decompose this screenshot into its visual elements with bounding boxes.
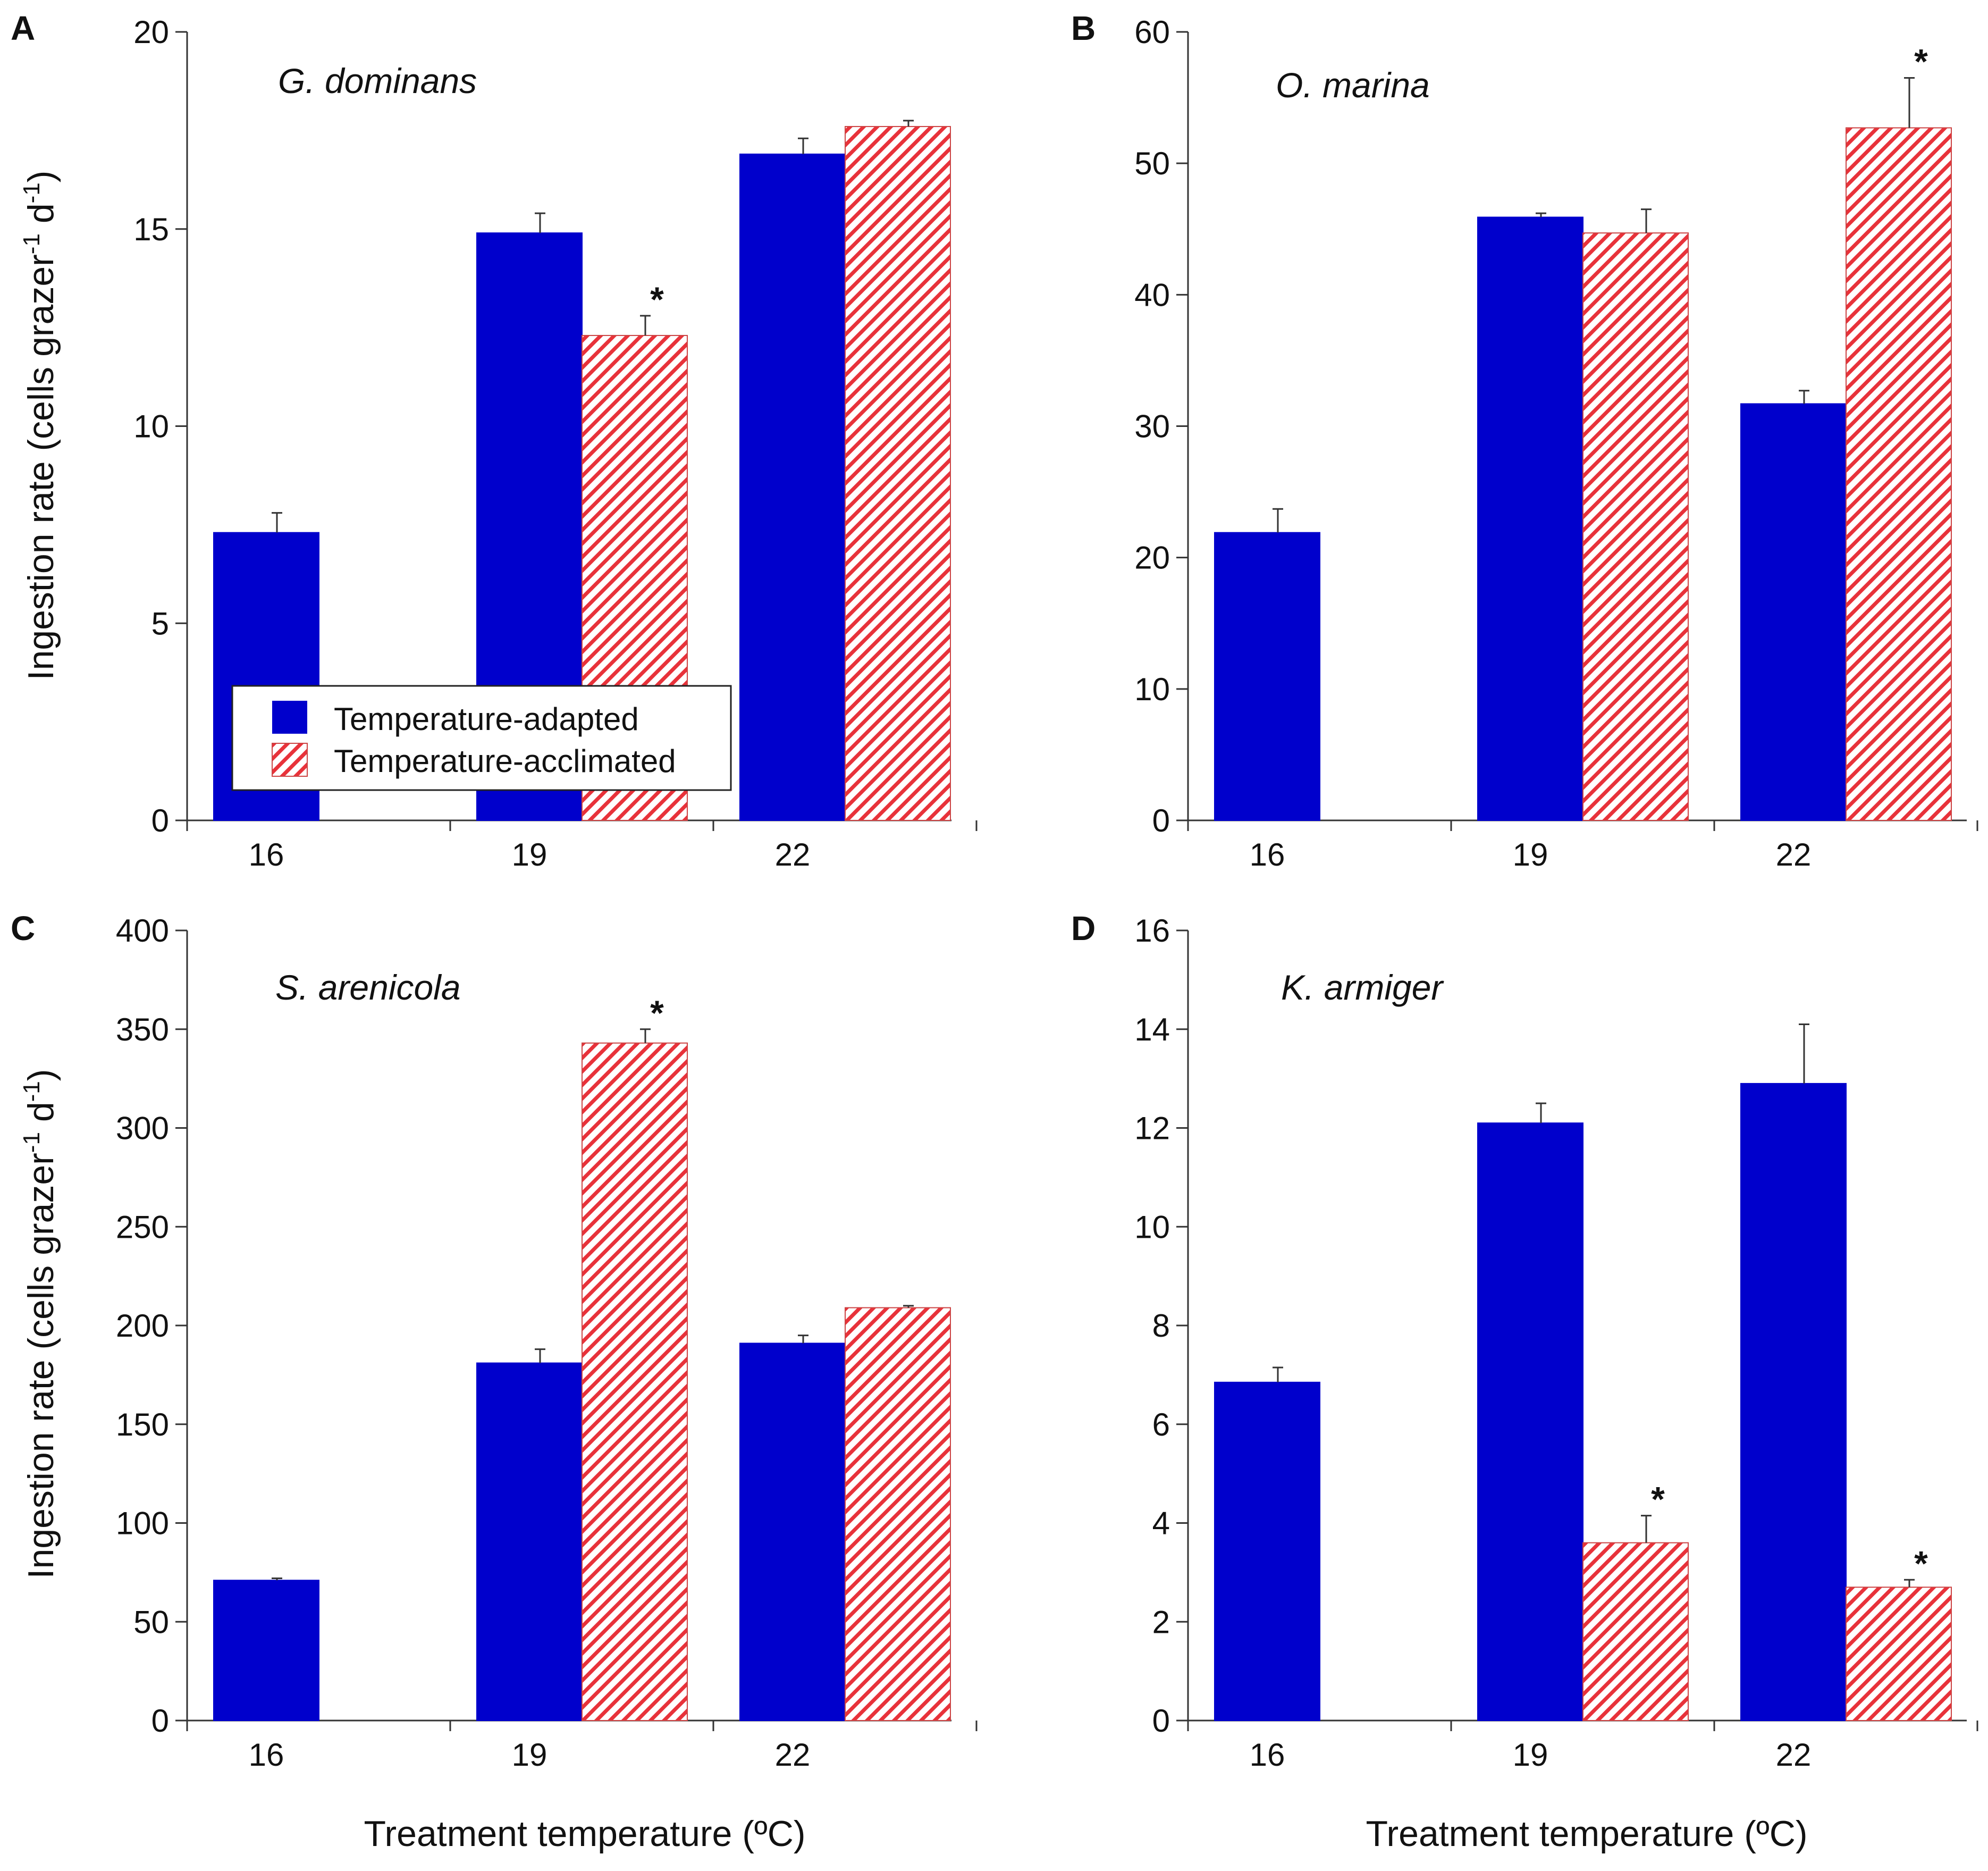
- y-axis-title-part: ): [21, 171, 61, 183]
- y-tick-label: 200: [116, 1308, 169, 1344]
- y-tick-label: 100: [116, 1506, 169, 1541]
- bar-adapted: [739, 153, 846, 821]
- bar-adapted: [1214, 532, 1320, 821]
- bar-adapted: [1477, 216, 1583, 821]
- bar-acclimated: [1846, 127, 1952, 821]
- x-tick-label: 22: [775, 1737, 811, 1773]
- x-tick-label: 16: [249, 837, 284, 872]
- x-axis-title-left: Treatment temperature (ºC): [364, 1814, 805, 1854]
- panel-c: C S. arenicola 0 50 100 150 200 250 300 350 400 16 1…: [11, 909, 978, 1773]
- y-tick-label: 15: [133, 212, 169, 247]
- legend-swatch-acclimated: [272, 743, 308, 777]
- bar-adapted: [1214, 1381, 1320, 1721]
- x-tick-label: 19: [1513, 837, 1548, 872]
- y-tick-label: 2: [1152, 1604, 1170, 1640]
- y-tick-label: 5: [151, 606, 169, 641]
- y-axis-title-part: -1: [19, 233, 45, 254]
- legend-label-acclimated: Temperature-acclimated: [334, 743, 676, 779]
- y-axis-title: Ingestion rate (cells grazer-1 d-1): [19, 1069, 61, 1579]
- panel-title: S. arenicola: [275, 968, 461, 1007]
- y-tick-label: 10: [1134, 1209, 1170, 1245]
- significance-marker: *: [650, 280, 664, 319]
- bar-acclimated: [845, 125, 951, 821]
- panel-title: K. armiger: [1281, 968, 1444, 1007]
- x-tick-label: 16: [1250, 837, 1285, 872]
- bar-adapted: [1740, 403, 1847, 821]
- x-tick-label: 22: [1776, 837, 1812, 872]
- y-tick-label: 60: [1134, 14, 1170, 50]
- x-tick-label: 22: [1776, 1737, 1812, 1773]
- panel-a: A G. dominans 0 5 10 15 20 16 19 22 * Ingestion rat…: [11, 9, 978, 872]
- y-tick-label: 6: [1152, 1407, 1170, 1442]
- x-tick-label: 19: [1513, 1737, 1548, 1773]
- y-tick-label: 50: [1134, 146, 1170, 181]
- panel-b: B O. marina 0 10 20 30 40 50 60 16 19 22 *: [1071, 9, 1978, 872]
- legend: Temperature-adapted Temperature-acclimate…: [231, 685, 732, 791]
- significance-marker: *: [1651, 1480, 1665, 1519]
- y-tick-label: 150: [116, 1407, 169, 1442]
- y-tick-label: 8: [1152, 1308, 1170, 1344]
- legend-label-adapted: Temperature-adapted: [334, 701, 639, 737]
- y-tick-label: 30: [1134, 409, 1170, 444]
- panel-letter: A: [11, 9, 35, 47]
- y-tick-label: 10: [1134, 672, 1170, 707]
- y-tick-label: 0: [1152, 803, 1170, 838]
- y-tick-label: 4: [1152, 1506, 1170, 1541]
- bar-adapted: [476, 1362, 583, 1721]
- significance-marker: *: [650, 993, 664, 1033]
- y-tick-label: 0: [1152, 1703, 1170, 1739]
- y-tick-label: 10: [133, 409, 169, 444]
- x-tick-label: 16: [1250, 1737, 1285, 1773]
- y-axis-title-part: -1: [19, 1081, 45, 1102]
- bar-acclimated: [1846, 1587, 1952, 1722]
- bar-acclimated: [1582, 1542, 1689, 1721]
- y-tick-label: 250: [116, 1209, 169, 1245]
- y-tick-label: 300: [116, 1111, 169, 1146]
- y-tick-label: 12: [1134, 1111, 1170, 1146]
- legend-box: [231, 685, 732, 791]
- bar-adapted: [1477, 1122, 1583, 1721]
- panel-letter: B: [1071, 9, 1096, 47]
- y-axis-title-part: ): [21, 1069, 61, 1081]
- significance-marker: *: [1914, 1543, 1928, 1583]
- y-tick-label: 400: [116, 913, 169, 949]
- y-tick-label: 16: [1134, 913, 1170, 949]
- x-tick-label: 16: [249, 1737, 284, 1773]
- bar-adapted: [213, 1580, 319, 1722]
- y-tick-label: 40: [1134, 277, 1170, 313]
- bar-acclimated: [845, 1307, 951, 1721]
- y-tick-label: 350: [116, 1012, 169, 1047]
- bar-adapted: [739, 1343, 846, 1722]
- panel-letter: D: [1071, 909, 1096, 947]
- bar-adapted: [1740, 1083, 1847, 1721]
- panel-letter: C: [11, 909, 35, 947]
- y-axis-title-part: d: [21, 1102, 61, 1132]
- x-axis-title-right: Treatment temperature (ºC): [1366, 1814, 1807, 1854]
- y-tick-label: 0: [151, 1703, 169, 1739]
- y-axis-title-part: -1: [19, 182, 45, 203]
- x-tick-label: 22: [775, 837, 811, 872]
- y-tick-label: 20: [133, 14, 169, 50]
- bar-acclimated: [1582, 232, 1689, 821]
- y-axis-title: Ingestion rate (cells grazer-1 d-1): [19, 171, 61, 681]
- bar-acclimated: [582, 1042, 688, 1721]
- y-tick-label: 0: [151, 803, 169, 838]
- y-axis-title-part: -1: [19, 1132, 45, 1153]
- panel-d: D K. armiger 0 2 4 6 8 10 12 14 16 16 19 22 * *: [1071, 909, 1978, 1773]
- y-tick-label: 14: [1134, 1012, 1170, 1047]
- y-tick-label: 50: [133, 1604, 169, 1640]
- x-tick-label: 19: [512, 837, 547, 872]
- panel-title: O. marina: [1276, 65, 1430, 105]
- legend-swatch-adapted: [272, 701, 307, 734]
- x-tick-label: 19: [512, 1737, 547, 1773]
- y-axis-title-part: d: [21, 203, 61, 233]
- y-axis-title-part: Ingestion rate (cells grazer: [21, 1153, 61, 1579]
- panel-title: G. dominans: [278, 61, 477, 100]
- significance-marker: *: [1914, 42, 1928, 81]
- y-tick-label: 20: [1134, 540, 1170, 576]
- y-axis-title-part: Ingestion rate (cells grazer: [21, 254, 61, 680]
